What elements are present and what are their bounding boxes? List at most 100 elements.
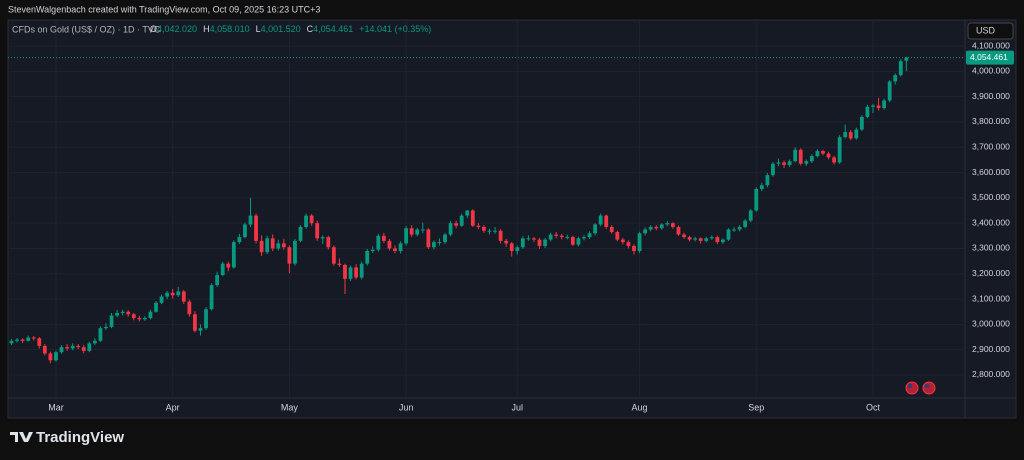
candle-body — [782, 162, 786, 165]
candle-body — [76, 345, 81, 348]
candle-body — [704, 238, 709, 241]
candle-body — [48, 353, 53, 361]
candle-body — [231, 242, 236, 268]
candle-body — [776, 162, 781, 164]
ohlc-legend: O4,042.020 H4,058.010 L4,001.520 C4,054.461… — [150, 24, 431, 34]
candle-body — [31, 337, 36, 339]
candle-body — [532, 238, 536, 240]
candle-body — [459, 215, 464, 226]
candle-body — [187, 301, 192, 315]
candle-body — [559, 235, 564, 238]
candle-body — [448, 223, 453, 235]
candle-body — [843, 132, 848, 138]
candle-body — [593, 224, 597, 234]
candle-body — [326, 237, 331, 248]
candle-body — [170, 292, 175, 296]
candle-body — [276, 243, 281, 249]
candle-body — [871, 105, 875, 107]
candle-body — [37, 338, 42, 346]
candle-body — [821, 151, 825, 154]
candle-body — [293, 240, 297, 264]
candle-body — [331, 247, 336, 264]
candle-body — [81, 347, 86, 351]
candle-body — [298, 226, 303, 241]
x-tick-label: Oct — [866, 402, 881, 412]
y-tick-label: 4,000.000 — [972, 66, 1010, 76]
candle-body — [582, 237, 586, 239]
candle-body — [365, 251, 370, 264]
candle-body — [315, 223, 320, 239]
candle-body — [487, 230, 492, 232]
y-tick-label: 4,100.000 — [972, 40, 1010, 50]
candle-body — [504, 240, 509, 244]
currency-box[interactable] — [967, 22, 1014, 40]
candle-body — [87, 343, 92, 351]
y-tick-label: 3,500.000 — [972, 192, 1010, 202]
candle-body — [204, 309, 208, 329]
candle-body — [54, 352, 58, 361]
candle-body — [9, 340, 14, 344]
candle-body — [420, 229, 425, 231]
candle-body — [15, 339, 19, 341]
ohlc-key: L — [256, 24, 261, 34]
ohlc-value: 4,058.010 — [210, 24, 250, 34]
brand: TradingView — [36, 429, 124, 446]
candle-body — [65, 347, 69, 349]
candle-body — [104, 326, 108, 329]
candle-body — [798, 149, 803, 164]
candle-body — [526, 238, 531, 240]
y-tick-label: 3,100.000 — [972, 293, 1010, 303]
ohlc-value: 4,042.020 — [157, 24, 197, 34]
ohlc-key: H — [203, 24, 210, 34]
candle-body — [759, 185, 764, 190]
candle-body — [165, 292, 170, 297]
candle-body — [887, 81, 892, 101]
candle-body — [437, 242, 442, 244]
candle-body — [176, 291, 181, 296]
y-tick-label: 3,800.000 — [972, 116, 1010, 126]
candle-body — [20, 339, 25, 341]
candle-body — [320, 237, 325, 239]
candle-body — [393, 248, 397, 251]
event-icons — [905, 381, 936, 395]
candle-body — [587, 233, 592, 238]
candle-body — [765, 175, 770, 186]
candle-body — [743, 220, 748, 227]
candle-body — [709, 237, 714, 239]
candle-body — [59, 347, 64, 353]
candle-body — [654, 226, 659, 229]
candle-body — [476, 225, 481, 227]
candle-body — [620, 239, 625, 243]
candle-body — [815, 151, 820, 157]
candle-body — [337, 263, 342, 265]
candle-body — [26, 337, 31, 341]
ohlc-value: 4,054.461 — [313, 24, 353, 34]
candle-body — [732, 229, 736, 231]
candle-body — [676, 226, 681, 235]
candle-body — [665, 223, 670, 225]
candle-body — [92, 340, 97, 344]
candle-body — [715, 237, 720, 243]
candle-body — [131, 314, 136, 319]
symbol: CFDs on Gold (US$ / OZ) · 1D · TVC — [12, 24, 161, 34]
candle-body — [193, 314, 197, 331]
y-tick-label: 3,700.000 — [972, 142, 1010, 152]
x-tick-label: Mar — [48, 402, 64, 412]
candle-body — [565, 237, 570, 239]
candle-body — [98, 328, 103, 341]
change: +14.041 (+0.35%) — [359, 24, 431, 34]
candle-body — [609, 226, 614, 233]
candle-body — [237, 237, 242, 243]
candle-body — [737, 226, 742, 230]
candle-body — [793, 149, 798, 162]
candle-body — [671, 223, 675, 227]
currency[interactable]: USD — [976, 25, 996, 35]
candle-body — [265, 238, 270, 253]
candle-body — [409, 228, 414, 235]
candle-body — [859, 116, 864, 130]
x-tick-label: Sep — [748, 402, 764, 412]
candle-body — [643, 229, 648, 234]
candle-body — [637, 233, 642, 251]
candle-body — [482, 226, 486, 231]
